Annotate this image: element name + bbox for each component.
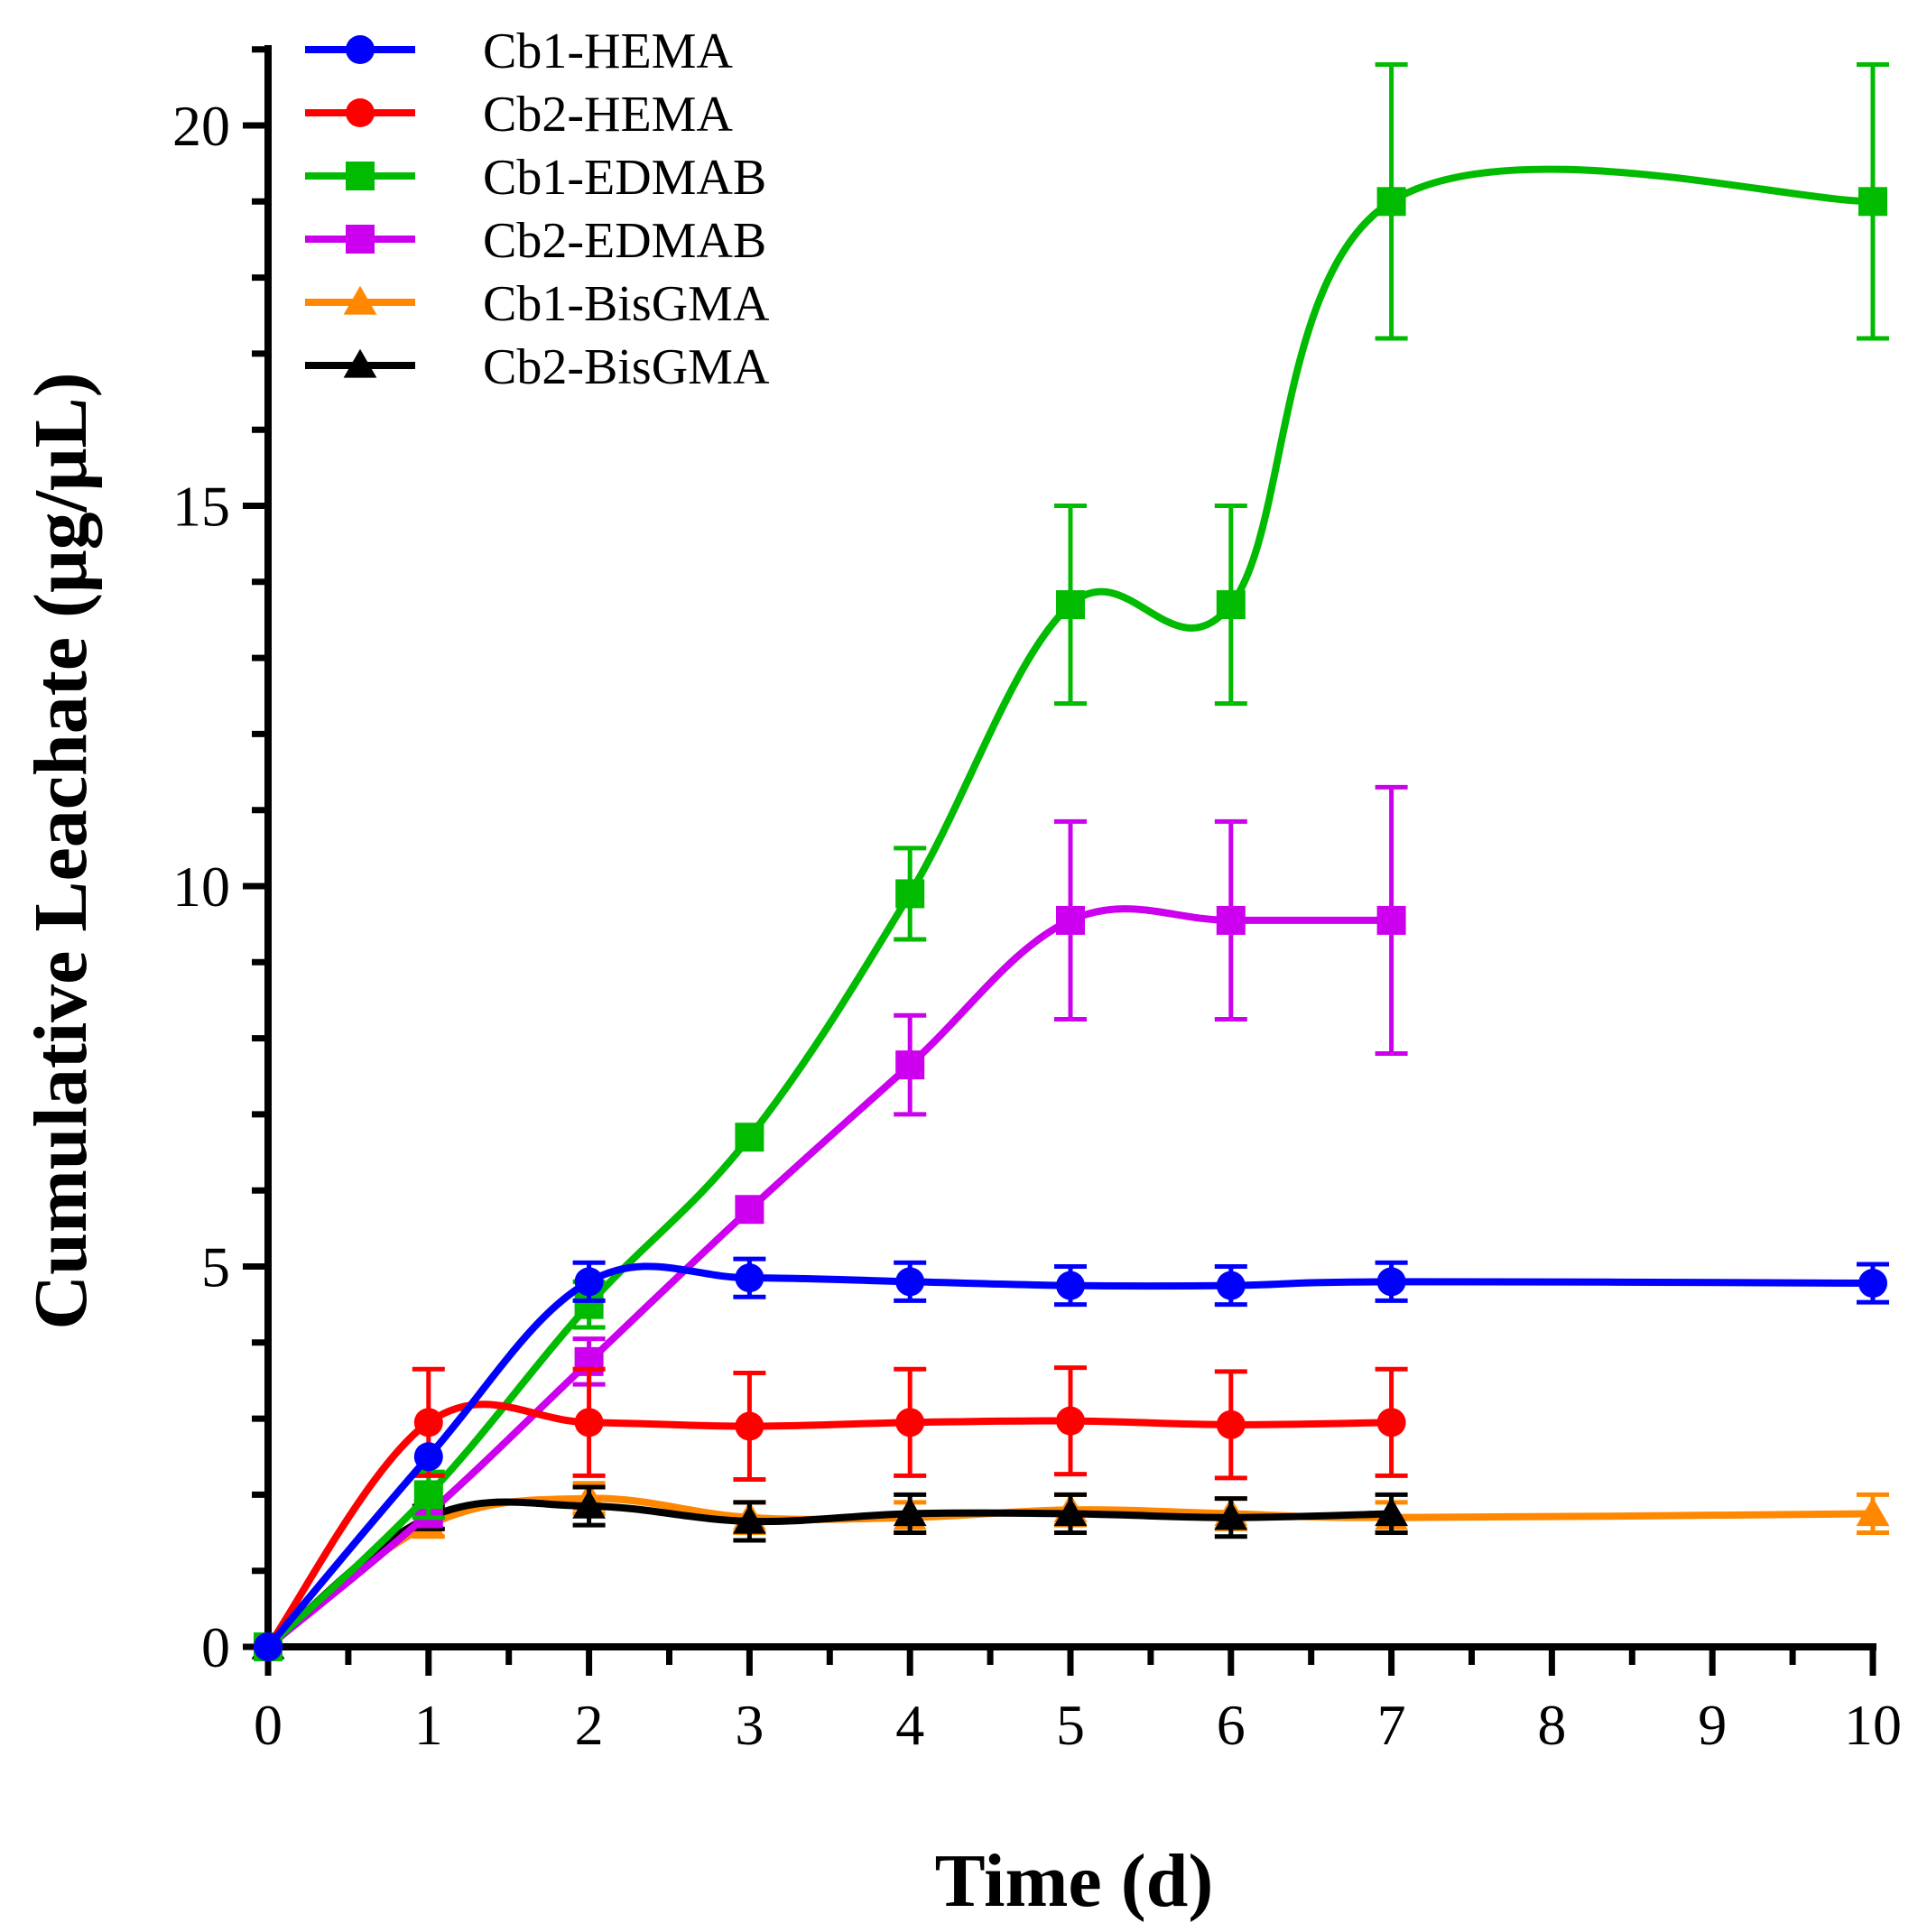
data-point [413, 1442, 443, 1472]
legend-label: Cb1-HEMA [483, 23, 733, 79]
data-point [413, 1408, 443, 1437]
data-point [1216, 905, 1246, 935]
data-point [1376, 187, 1406, 217]
series-cb1-hema [254, 1256, 1889, 1661]
x-tick-label: 9 [1698, 1693, 1727, 1757]
data-point [1375, 1497, 1408, 1527]
data-point [1856, 1497, 1890, 1527]
legend-marker [343, 348, 377, 378]
y-tick-label: 5 [201, 1235, 230, 1299]
data-point [1376, 905, 1406, 935]
data-point [733, 1504, 766, 1534]
data-point [895, 1050, 925, 1080]
legend-label: Cb1-BisGMA [483, 276, 770, 332]
series-cb2-bisgma [251, 1484, 1408, 1659]
y-tick-label: 0 [201, 1615, 230, 1679]
legend-marker [346, 35, 375, 64]
legend-marker [346, 98, 375, 127]
data-point [1056, 905, 1085, 935]
data-point [572, 1489, 606, 1519]
x-tick-label: 8 [1537, 1693, 1566, 1757]
legend-marker [343, 285, 377, 315]
x-tick-label: 0 [254, 1693, 283, 1757]
legend: Cb1-HEMA Cb2-HEMA Cb1-EDMAB Cb2-EDMAB Cb1-Bi… [305, 23, 770, 395]
data-point [735, 1123, 764, 1152]
data-point [1056, 590, 1085, 620]
legend-item: Cb1-BisGMA [305, 276, 770, 332]
data-point [1214, 1501, 1248, 1530]
legend-label: Cb1-EDMAB [483, 150, 766, 206]
x-tick-label: 5 [1056, 1693, 1085, 1757]
data-point [1858, 1269, 1887, 1299]
series-line [265, 165, 1874, 1650]
x-tick-label: 6 [1217, 1693, 1246, 1757]
data-point [1216, 1271, 1246, 1300]
legend-item: Cb1-EDMAB [305, 150, 766, 206]
legend-item: Cb2-HEMA [305, 87, 733, 143]
data-point [735, 1263, 764, 1293]
x-tick-label: 10 [1844, 1693, 1902, 1757]
data-point [1376, 1408, 1406, 1437]
y-tick-label: 10 [172, 855, 230, 919]
legend-item: Cb2-EDMAB [305, 213, 766, 269]
y-axis-title: Cumulative Leachate (μg/μL) [19, 372, 103, 1329]
legend-marker [346, 162, 375, 190]
data-point [413, 1480, 443, 1510]
x-tick-label: 1 [414, 1693, 443, 1757]
y-tick-label: 15 [172, 475, 230, 539]
data-point [1858, 187, 1887, 217]
data-point [254, 1632, 283, 1661]
data-point [1376, 1267, 1406, 1297]
data-point [895, 879, 925, 909]
x-tick-label: 7 [1377, 1693, 1406, 1757]
series-layer [251, 62, 1890, 1661]
legend-label: Cb2-HEMA [483, 87, 733, 143]
data-point [895, 1408, 925, 1437]
data-point [1056, 1271, 1085, 1300]
x-tick-label: 4 [895, 1693, 924, 1757]
x-tick-label: 3 [735, 1693, 764, 1757]
data-point [1053, 1497, 1088, 1527]
legend-item: Cb2-BisGMA [305, 339, 770, 395]
legend-marker [346, 225, 375, 254]
data-point [735, 1411, 764, 1441]
data-point [895, 1267, 925, 1297]
axes: 0 5 10 15 20 0 1 2 3 4 5 6 7 8 9 10 [172, 45, 1902, 1757]
data-point [1216, 1410, 1246, 1439]
y-tick-label: 20 [172, 94, 230, 158]
data-point [893, 1497, 927, 1527]
data-point [735, 1195, 764, 1225]
legend-item: Cb1-HEMA [305, 23, 733, 79]
data-point [574, 1267, 604, 1297]
data-point [1216, 590, 1246, 620]
data-point [574, 1408, 604, 1437]
x-tick-label: 2 [575, 1693, 604, 1757]
legend-label: Cb2-EDMAB [483, 213, 766, 269]
legend-label: Cb2-BisGMA [483, 339, 770, 395]
x-axis-title: Time (d) [935, 1839, 1214, 1923]
data-point [1056, 1406, 1085, 1436]
